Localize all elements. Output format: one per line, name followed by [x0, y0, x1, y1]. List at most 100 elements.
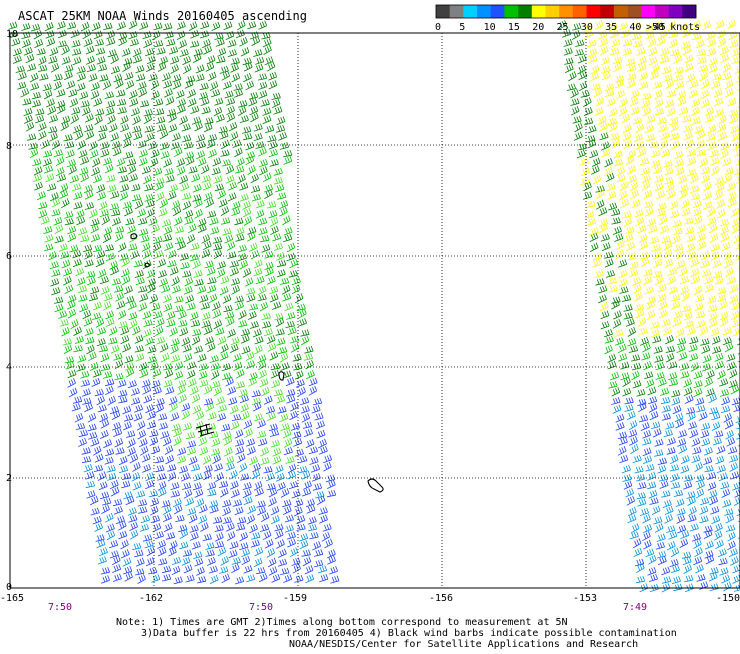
wind-barb	[715, 353, 723, 361]
wind-barb	[661, 132, 670, 140]
wind-barb	[667, 190, 675, 199]
wind-barb	[619, 107, 627, 117]
wind-barb	[209, 566, 218, 573]
wind-barb	[300, 330, 309, 337]
wind-barb	[276, 125, 285, 132]
wind-barb	[219, 566, 228, 573]
wind-barb	[691, 193, 700, 200]
wind-barb	[653, 166, 662, 173]
wind-barb	[641, 422, 649, 430]
wind-barb	[618, 344, 626, 353]
wind-barb	[258, 294, 267, 301]
wind-barb	[592, 158, 600, 167]
wind-barb	[114, 506, 123, 514]
wind-barb	[689, 90, 697, 98]
wind-barb	[609, 108, 617, 116]
wind-barb	[676, 167, 684, 175]
wind-barb	[292, 490, 301, 498]
wind-barb	[699, 412, 707, 421]
wind-barb	[606, 270, 615, 277]
wind-barb	[110, 133, 118, 142]
wind-barb	[291, 343, 299, 352]
wind-barb	[309, 378, 318, 386]
wind-barb	[714, 523, 722, 532]
wind-barb	[110, 191, 119, 199]
wind-barb	[627, 165, 635, 174]
wind-barb	[666, 353, 674, 362]
wind-barb	[715, 109, 724, 117]
wind-barb	[727, 541, 735, 550]
wind-barb	[231, 278, 240, 285]
wind-barb	[632, 33, 641, 40]
wind-barb	[178, 380, 187, 388]
wind-barb	[693, 557, 701, 565]
wind-barb	[302, 550, 311, 557]
wind-barb	[172, 200, 180, 209]
wind-barb	[58, 311, 66, 319]
wind-barb	[231, 564, 239, 573]
wind-barb	[129, 31, 138, 39]
wind-barb	[624, 481, 632, 490]
wind-barb	[732, 398, 740, 405]
wind-barb	[649, 574, 658, 582]
wind-barb	[233, 354, 242, 362]
wind-barb	[708, 482, 716, 490]
wind-barb	[154, 311, 163, 319]
wind-barb	[247, 232, 255, 241]
wind-barb	[261, 387, 269, 396]
wind-barb	[90, 496, 98, 505]
wind-barb	[160, 343, 168, 352]
wind-barb	[87, 64, 96, 72]
wind-barb	[626, 318, 634, 326]
wind-barb	[710, 567, 719, 574]
wind-barb	[680, 539, 688, 548]
wind-barb	[277, 117, 286, 125]
wind-barb	[729, 295, 737, 303]
wind-barb	[230, 261, 239, 268]
wind-barb	[240, 473, 249, 480]
wind-barb	[195, 558, 203, 566]
wind-barb	[149, 490, 158, 497]
wind-barb	[68, 378, 76, 387]
wind-barb	[599, 38, 607, 46]
wind-barb	[274, 106, 283, 114]
wind-barb	[163, 234, 172, 241]
wind-barb	[278, 559, 287, 567]
wind-barb	[598, 116, 606, 125]
wind-barb	[677, 514, 685, 523]
note-line-2: 3)Data buffer is 22 hrs from 20160405 4)…	[141, 628, 677, 639]
wind-barb	[306, 360, 314, 369]
wind-barb	[714, 431, 723, 438]
wind-barb	[697, 49, 706, 56]
wind-barb	[684, 387, 692, 395]
wind-barb	[649, 225, 658, 232]
wind-barb	[238, 106, 246, 115]
wind-barb	[712, 80, 720, 88]
wind-barb	[174, 436, 182, 446]
wind-barb	[708, 125, 717, 133]
wind-barb	[118, 396, 127, 403]
wind-barb	[671, 294, 680, 301]
wind-barb	[565, 64, 573, 73]
wind-barb	[716, 20, 724, 28]
wind-barb	[655, 175, 664, 182]
wind-barb	[154, 40, 163, 47]
wind-barb	[105, 311, 113, 320]
wind-barb	[32, 92, 41, 99]
wind-barb	[259, 159, 268, 167]
wind-barb	[216, 38, 225, 46]
wind-barb	[71, 319, 79, 328]
wind-barb	[235, 302, 243, 311]
wind-barb	[169, 541, 177, 550]
wind-barb	[163, 23, 172, 30]
wind-barb	[598, 285, 607, 293]
wind-barb	[664, 430, 673, 437]
island-outline	[368, 479, 383, 492]
wind-barb	[86, 471, 95, 479]
wind-barb	[38, 131, 46, 140]
wind-barb	[91, 82, 99, 90]
wind-barb	[703, 182, 711, 191]
lon-label-162: -162	[139, 593, 163, 604]
wind-barb	[204, 326, 212, 334]
wind-barb	[723, 328, 732, 335]
